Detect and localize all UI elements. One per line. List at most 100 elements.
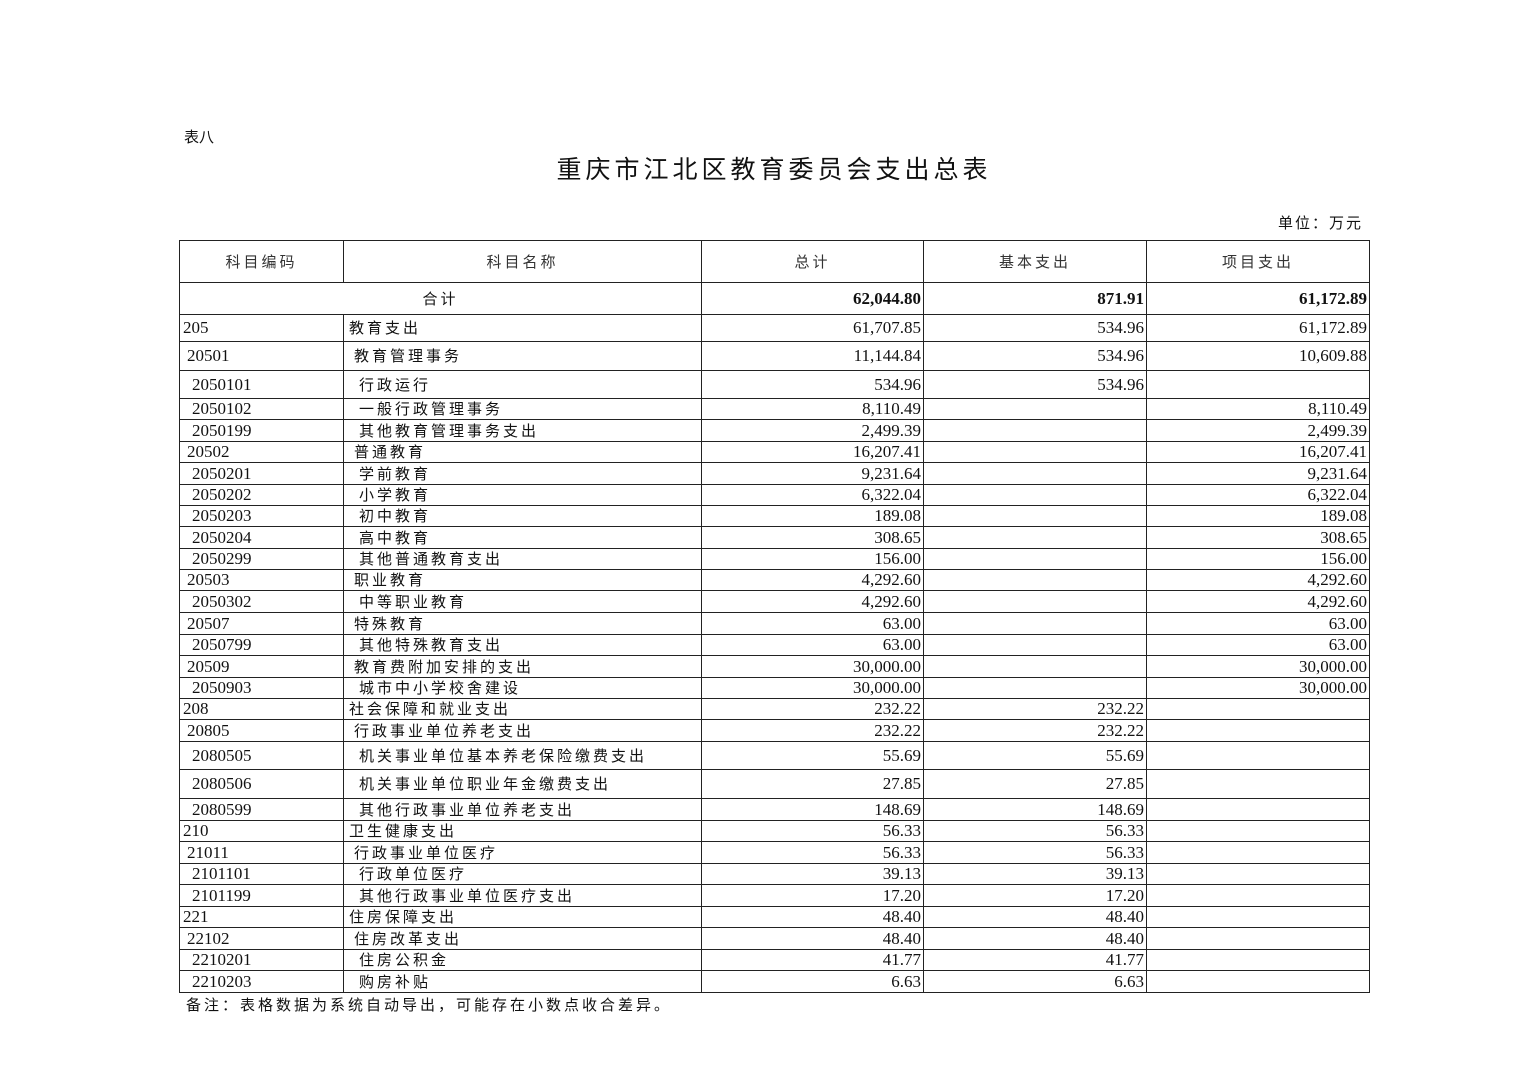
- row-code: 210: [179, 820, 344, 842]
- table-row: 2101199 其他行政事业单位医疗支出 17.20 17.20: [179, 884, 1370, 907]
- table-row: 2080506 机关事业单位职业年金缴费支出 27.85 27.85: [179, 769, 1370, 799]
- row-code: 2050202: [179, 484, 344, 506]
- row-project: 156.00: [1146, 548, 1370, 570]
- row-total: 27.85: [701, 769, 924, 799]
- row-total: 6,322.04: [701, 484, 924, 506]
- table-row: 2210201 住房公积金 41.77 41.77: [179, 949, 1370, 971]
- row-name: 教育支出: [343, 314, 702, 342]
- row-total: 56.33: [701, 841, 924, 864]
- row-project: [1146, 863, 1370, 885]
- row-total: 30,000.00: [701, 677, 924, 699]
- table-row: 2050204 高中教育 308.65 308.65: [179, 526, 1370, 549]
- row-total: 232.22: [701, 698, 924, 720]
- row-name: 初中教育: [343, 505, 702, 527]
- row-basic: [923, 548, 1147, 570]
- page-title: 重庆市江北区教育委员会支出总表: [556, 155, 992, 184]
- row-basic: [923, 590, 1147, 613]
- row-project: 9,231.64: [1146, 462, 1370, 485]
- row-name: 行政事业单位医疗: [343, 841, 702, 864]
- row-total: 41.77: [701, 949, 924, 971]
- row-name: 普通教育: [343, 441, 702, 463]
- table-row: 2050199 其他教育管理事务支出 2,499.39 2,499.39: [179, 419, 1370, 442]
- table-row: 2050201 学前教育 9,231.64 9,231.64: [179, 462, 1370, 485]
- row-name: 高中教育: [343, 526, 702, 549]
- row-code: 2050299: [179, 548, 344, 570]
- row-total: 16,207.41: [701, 441, 924, 463]
- row-project: [1146, 370, 1370, 399]
- footnote: 备注：表格数据为系统自动导出，可能存在小数点收合差异。: [186, 996, 673, 1014]
- row-project: 4,292.60: [1146, 569, 1370, 591]
- table-row: 21011 行政事业单位医疗 56.33 56.33: [179, 841, 1370, 864]
- table-row: 2050903 城市中小学校舍建设 30,000.00 30,000.00: [179, 677, 1370, 699]
- row-total: 17.20: [701, 884, 924, 907]
- row-project: 30,000.00: [1146, 677, 1370, 699]
- row-name: 一般行政管理事务: [343, 398, 702, 420]
- row-code: 2210201: [179, 949, 344, 971]
- row-total: 8,110.49: [701, 398, 924, 420]
- row-code: 21011: [179, 841, 344, 864]
- row-total: 6.63: [701, 970, 924, 993]
- row-code: 205: [179, 314, 344, 342]
- row-total: 534.96: [701, 370, 924, 399]
- table-row: 221 住房保障支出 48.40 48.40: [179, 906, 1370, 928]
- table-row: 2050102 一般行政管理事务 8,110.49 8,110.49: [179, 398, 1370, 420]
- row-project: 2,499.39: [1146, 419, 1370, 442]
- row-project: [1146, 884, 1370, 907]
- row-total: 189.08: [701, 505, 924, 527]
- row-total: 4,292.60: [701, 569, 924, 591]
- row-basic: 56.33: [923, 820, 1147, 842]
- header-code: 科目编码: [179, 240, 344, 283]
- row-basic: 534.96: [923, 370, 1147, 399]
- row-total: 61,707.85: [701, 314, 924, 342]
- total-row: 合计 62,044.80 871.91 61,172.89: [179, 282, 1370, 315]
- header-basic: 基本支出: [923, 240, 1147, 283]
- row-name: 特殊教育: [343, 612, 702, 635]
- table-row: 22102 住房改革支出 48.40 48.40: [179, 927, 1370, 950]
- row-basic: [923, 526, 1147, 549]
- row-project: [1146, 798, 1370, 821]
- row-project: [1146, 841, 1370, 864]
- row-name: 其他行政事业单位养老支出: [343, 798, 702, 821]
- row-name: 购房补贴: [343, 970, 702, 993]
- row-code: 208: [179, 698, 344, 720]
- row-total: 48.40: [701, 927, 924, 950]
- row-name: 行政单位医疗: [343, 863, 702, 885]
- row-basic: [923, 655, 1147, 678]
- row-code: 20507: [179, 612, 344, 635]
- row-total: 232.22: [701, 719, 924, 742]
- row-code: 2050101: [179, 370, 344, 399]
- row-name: 住房改革支出: [343, 927, 702, 950]
- row-total: 148.69: [701, 798, 924, 821]
- row-total: 9,231.64: [701, 462, 924, 485]
- table-row: 2050203 初中教育 189.08 189.08: [179, 505, 1370, 527]
- row-basic: [923, 569, 1147, 591]
- table-number-label: 表八: [184, 128, 215, 146]
- total-label: 合计: [179, 282, 702, 315]
- row-total: 156.00: [701, 548, 924, 570]
- row-total: 308.65: [701, 526, 924, 549]
- row-name: 住房公积金: [343, 949, 702, 971]
- row-name: 社会保障和就业支出: [343, 698, 702, 720]
- row-code: 2050903: [179, 677, 344, 699]
- row-name: 中等职业教育: [343, 590, 702, 613]
- total-total: 62,044.80: [701, 282, 924, 315]
- row-total: 55.69: [701, 741, 924, 770]
- table-row: 2050101 行政运行 534.96 534.96: [179, 370, 1370, 399]
- table-row: 2080599 其他行政事业单位养老支出 148.69 148.69: [179, 798, 1370, 821]
- row-project: [1146, 698, 1370, 720]
- row-code: 221: [179, 906, 344, 928]
- row-basic: 39.13: [923, 863, 1147, 885]
- row-total: 4,292.60: [701, 590, 924, 613]
- row-project: 63.00: [1146, 612, 1370, 635]
- row-total: 63.00: [701, 612, 924, 635]
- row-total: 63.00: [701, 634, 924, 656]
- unit-label: 单位：万元: [1277, 214, 1363, 232]
- row-code: 2050201: [179, 462, 344, 485]
- row-project: [1146, 769, 1370, 799]
- row-project: 61,172.89: [1146, 314, 1370, 342]
- table-row: 20507 特殊教育 63.00 63.00: [179, 612, 1370, 635]
- row-basic: 55.69: [923, 741, 1147, 770]
- header-row: 科目编码 科目名称 总计 基本支出 项目支出: [179, 240, 1370, 283]
- row-name: 卫生健康支出: [343, 820, 702, 842]
- row-name: 教育费附加安排的支出: [343, 655, 702, 678]
